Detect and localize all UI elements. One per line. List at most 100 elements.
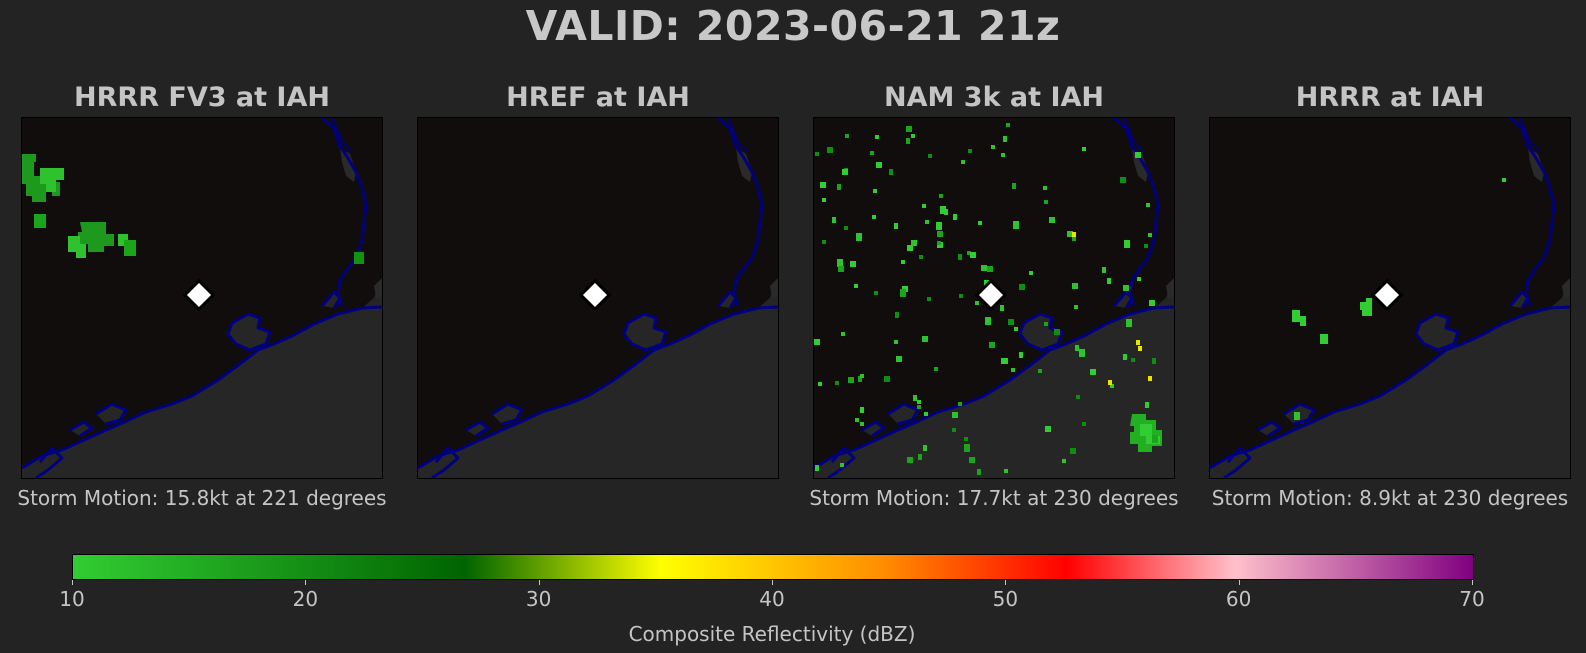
echo-cell [913, 395, 917, 401]
colorbar-tick [72, 580, 73, 585]
echo-cell [815, 465, 819, 471]
echo-cell [939, 194, 943, 198]
radar-map[interactable] [813, 117, 1175, 479]
echo-cell [959, 294, 963, 298]
echo-cell [964, 444, 970, 452]
radar-map[interactable] [1209, 117, 1571, 479]
echo-cluster [78, 222, 114, 252]
radar-map[interactable] [417, 117, 779, 479]
echo-cell [1126, 319, 1132, 327]
echo-cell [970, 252, 976, 258]
echo-cell [917, 400, 921, 404]
echo-cell [873, 189, 877, 193]
colorbar-tick [1472, 580, 1473, 585]
echo-cell [894, 340, 898, 344]
echo-cell [1072, 283, 1078, 289]
echo-cell [940, 206, 946, 214]
echo-cell-high [1148, 376, 1152, 381]
map-canvas [418, 118, 778, 478]
echo-cell [919, 255, 923, 259]
echo-cell [854, 284, 858, 288]
echo-cell [1082, 147, 1086, 151]
echo-cell [987, 266, 993, 272]
reflectivity-echoes [22, 154, 364, 264]
panel-title: HRRR FV3 at IAH [74, 82, 330, 113]
echo-cell [1029, 271, 1033, 275]
echo-cell [1001, 153, 1005, 157]
echo-cell [855, 418, 859, 422]
echo-cell [978, 221, 982, 225]
colorbar-tick [1238, 580, 1240, 585]
echo-cell [1110, 384, 1114, 388]
echo-cluster [40, 168, 64, 192]
echo-cell [1146, 203, 1150, 207]
echo-cell [870, 151, 874, 155]
echo-cell [815, 152, 819, 156]
echo-cell [1004, 469, 1008, 473]
reflectivity-echoes [814, 123, 1162, 475]
echo-cell [34, 214, 46, 228]
echo-cell [844, 226, 848, 230]
echo-cell [889, 169, 893, 175]
echo-cell [848, 377, 854, 383]
echo-cell [922, 204, 926, 208]
echo-cell [1137, 277, 1141, 281]
echo-cell [1054, 329, 1060, 335]
echo-cell [1008, 319, 1014, 325]
colorbar-gradient [72, 554, 1474, 580]
echo-cell [822, 198, 826, 202]
echo-cluster [68, 236, 86, 258]
colorbar-tick [305, 580, 307, 585]
echo-cell [1043, 186, 1047, 190]
echo-cell [1145, 402, 1149, 408]
echo-cell [1000, 305, 1004, 311]
echo-cluster [1360, 298, 1372, 316]
echo-cell [1107, 278, 1111, 284]
echo-cell [922, 336, 928, 342]
echo-cell [838, 266, 844, 272]
echo-cell [118, 234, 128, 246]
echo-cell [1072, 237, 1076, 241]
echo-cell [1090, 369, 1096, 375]
echo-cell [845, 134, 849, 138]
echo-cell [936, 222, 942, 230]
echo-cell [1003, 136, 1007, 142]
echo-cell [860, 407, 864, 413]
echo-cell-high [1108, 380, 1112, 385]
echo-cell [1124, 240, 1130, 248]
echo-cell [1019, 352, 1023, 358]
echo-cell [1131, 358, 1135, 362]
echo-cell [907, 245, 913, 251]
echo-cell [900, 289, 906, 297]
echo-cell [961, 160, 965, 164]
echo-cell [1011, 368, 1015, 372]
echo-cell [911, 240, 917, 246]
echo-cell [1320, 334, 1328, 344]
echo-cell [1014, 327, 1018, 331]
echo-cell [969, 457, 975, 463]
echo-cell [1102, 267, 1106, 273]
panel-title: NAM 3k at IAH [884, 82, 1104, 113]
echo-cell [917, 405, 921, 409]
map-canvas [1210, 118, 1570, 478]
echo-cell [1502, 178, 1506, 182]
echo-cell [875, 135, 879, 139]
radar-map[interactable] [21, 117, 383, 479]
echo-cell [1144, 244, 1148, 248]
echo-cell [925, 220, 929, 224]
echo-cell [1044, 200, 1048, 204]
echo-cell [1012, 183, 1016, 189]
echo-cell [894, 223, 898, 229]
colorbar: 10 20 30 40 50 60 70 Composite Reflectivity (d… [59, 554, 1485, 646]
echo-cell [1082, 422, 1086, 426]
reflectivity-echoes [1292, 178, 1506, 420]
echo-cell [1019, 284, 1025, 290]
echo-cell [896, 356, 902, 362]
colorbar-tick [1005, 580, 1007, 585]
echo-cell [876, 162, 882, 168]
storm-motion-text: Storm Motion: 15.8kt at 221 degrees [17, 486, 387, 510]
colorbar-tick [538, 580, 540, 585]
storm-motion-text: Storm Motion: 8.9kt at 230 degrees [1211, 486, 1569, 510]
echo-cell [937, 241, 941, 245]
echo-cell-high [1072, 232, 1076, 237]
